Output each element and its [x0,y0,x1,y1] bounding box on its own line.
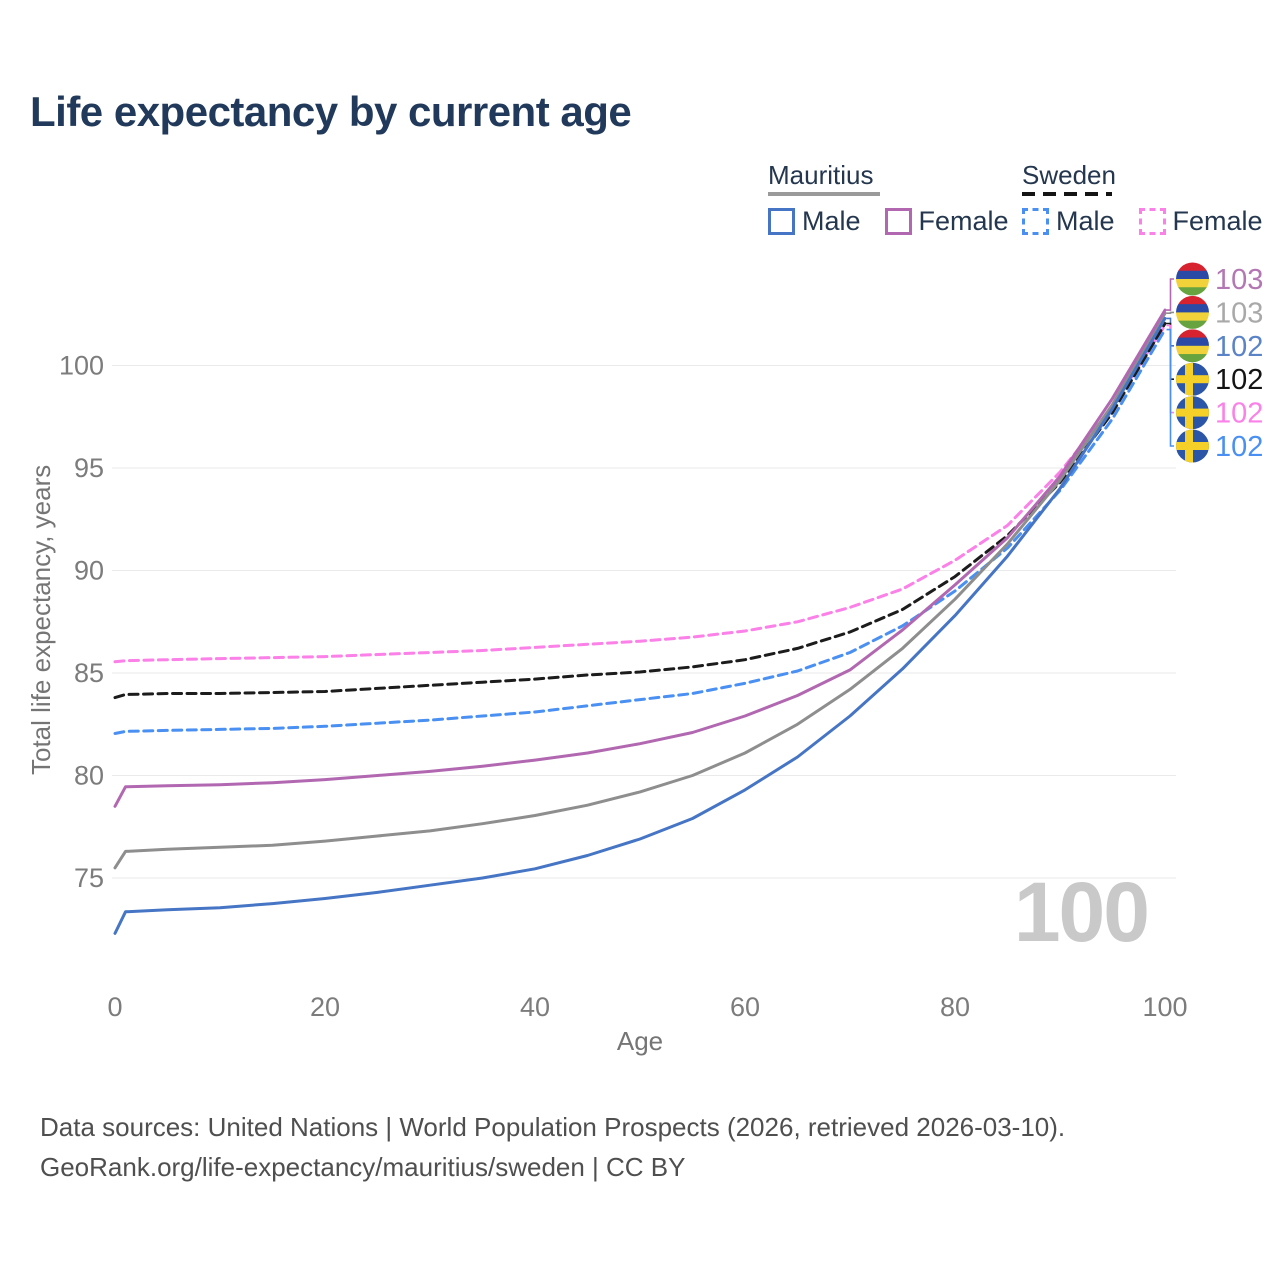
legend-item-mauritius-male[interactable]: Male [768,206,861,237]
sweden-male-swatch [1022,208,1049,235]
page-title: Life expectancy by current age [30,88,632,135]
mauritius-flag-icon [1176,329,1209,363]
end-label-connector [1166,311,1174,314]
legend-line-swatch-sweden [1022,192,1112,196]
end-value-label-mauritius-male: 102 [1215,331,1263,363]
x-tick-label: 60 [730,992,760,1022]
end-value-label-sweden-female: 102 [1215,398,1263,430]
legend-group-sweden: Sweden Male Female [1022,161,1263,237]
end-value-label-mauritius-female: 103 [1215,264,1263,296]
series-line-sweden-female[interactable] [113,324,1167,664]
mauritius-flag-icon [1176,262,1209,296]
x-axis-title: Age [616,1026,664,1056]
legend-line-swatch-mauritius [768,192,880,196]
legend-label-mauritius-female: Female [918,206,1009,236]
y-tick-label: 80 [74,761,104,791]
series-line-mauritius-male[interactable] [113,316,1167,935]
legend-item-mauritius-female[interactable]: Female [884,206,1009,237]
legend-country-label-mauritius: Mauritius [768,160,874,190]
y-tick-label: 95 [74,453,104,483]
sweden-flag-icon [1176,396,1209,430]
mauritius-female-swatch [884,208,912,235]
series-line-mauritius-female[interactable] [113,308,1167,808]
legend-label-mauritius-male: Male [802,206,861,236]
legend-item-sweden-female[interactable]: Female [1138,206,1263,237]
legend-group-mauritius: Mauritius Male Female [768,161,1009,237]
age-watermark: 100 [1013,865,1150,959]
end-value-label-mauritius: 103 [1215,297,1263,329]
x-tick-label: 80 [940,992,970,1022]
footer-sources: Data sources: United Nations | World Pop… [40,1112,1066,1142]
end-value-label-sweden: 102 [1215,364,1263,396]
y-tick-label: 75 [74,863,104,893]
x-tick-label: 0 [107,992,122,1022]
sweden-flag-icon [1176,362,1209,396]
legend-label-sweden-female: Female [1172,206,1263,236]
footer-url: GeoRank.org/life-expectancy/mauritius/sw… [40,1152,686,1182]
sweden-female-swatch [1138,208,1166,235]
series-line-mauritius[interactable] [113,311,1167,870]
x-tick-label: 40 [520,992,550,1022]
legend-item-sweden-male[interactable]: Male [1022,206,1115,237]
legend-label-sweden-male: Male [1056,206,1115,236]
y-tick-label: 90 [74,556,104,586]
mauritius-flag-icon [1176,295,1209,329]
x-tick-label: 100 [1142,992,1187,1022]
footer: Data sources: United Nations | World Pop… [40,1107,1065,1187]
mauritius-male-swatch [768,208,795,235]
sweden-flag-icon [1176,429,1209,463]
series-line-sweden[interactable] [113,322,1167,700]
end-value-label-sweden-male: 102 [1215,431,1263,463]
y-tick-label: 85 [74,658,104,688]
x-tick-label: 20 [310,992,340,1022]
y-tick-label: 100 [59,351,104,381]
legend-country-label-sweden: Sweden [1022,160,1116,190]
end-label-connector [1166,328,1174,447]
end-label-connector [1166,278,1174,311]
